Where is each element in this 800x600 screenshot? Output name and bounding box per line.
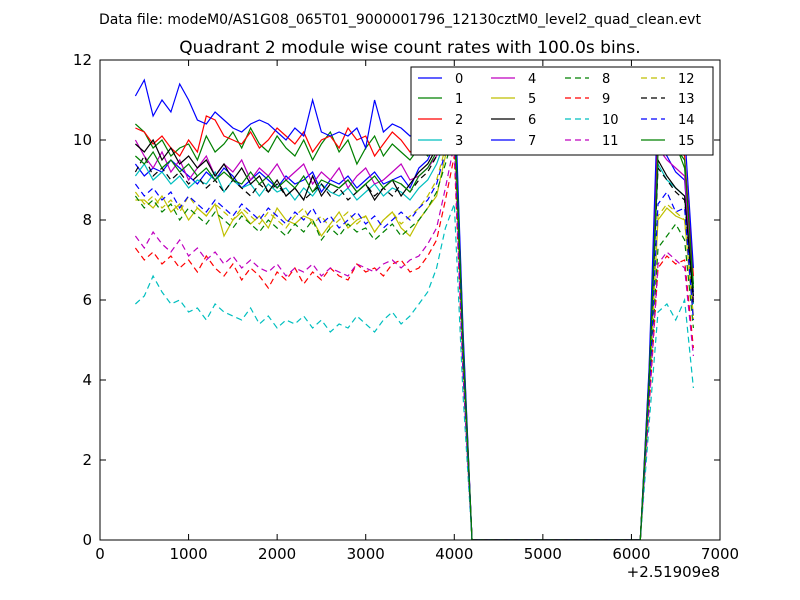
x-tick-label: 3000 (347, 545, 385, 563)
chart-suptitle: Data file: modeM0/AS1G08_065T01_90000017… (99, 12, 701, 28)
x-tick-label: 4000 (435, 545, 473, 563)
legend-label-13: 13 (678, 92, 695, 107)
x-tick-label: 5000 (524, 545, 562, 563)
series-line-8 (134, 131, 694, 540)
legend-label-8: 8 (602, 72, 610, 87)
chart-title: Quadrant 2 module wise count rates with … (179, 38, 640, 58)
series-line-4 (134, 107, 694, 540)
series-line-3 (134, 115, 694, 540)
legend-label-7: 7 (528, 134, 536, 149)
y-tick-label: 8 (82, 211, 92, 229)
legend-label-12: 12 (678, 72, 695, 87)
series-line-2 (135, 97, 694, 540)
series-line-6 (134, 103, 694, 540)
y-tick-label: 4 (82, 371, 92, 389)
y-tick-label: 6 (82, 291, 92, 309)
x-tick-label: 1000 (169, 545, 207, 563)
series-line-15 (134, 103, 694, 540)
y-tick-label: 2 (82, 451, 92, 469)
x-tick-label: 6000 (612, 545, 650, 563)
x-tick-label: 0 (95, 545, 105, 563)
legend-label-9: 9 (602, 92, 610, 107)
series-line-11 (134, 143, 694, 540)
series-line-1 (134, 103, 694, 540)
y-tick-label: 0 (82, 531, 92, 549)
legend-label-11: 11 (602, 134, 619, 149)
series-line-10 (134, 203, 694, 540)
y-tick-label: 10 (73, 131, 92, 149)
legend-label-15: 15 (678, 134, 695, 149)
series-line-12 (134, 115, 694, 540)
legend-label-14: 14 (678, 113, 695, 128)
legend-label-0: 0 (455, 72, 463, 87)
series-line-0 (134, 87, 694, 540)
legend-label-4: 4 (528, 72, 536, 87)
series-line-13 (134, 107, 694, 540)
series-line-5 (135, 123, 694, 540)
legend-label-5: 5 (528, 92, 536, 107)
legend-label-3: 3 (455, 134, 463, 149)
series-line-14 (134, 119, 694, 540)
x-offset-label: +2.51909e8 (627, 563, 720, 581)
legend-label-10: 10 (602, 113, 619, 128)
legend-label-1: 1 (455, 92, 463, 107)
x-tick-label: 2000 (258, 545, 296, 563)
legend-label-2: 2 (455, 113, 463, 128)
legend-label-6: 6 (528, 113, 536, 128)
y-tick-label: 12 (73, 51, 92, 69)
x-tick-label: 7000 (701, 545, 739, 563)
